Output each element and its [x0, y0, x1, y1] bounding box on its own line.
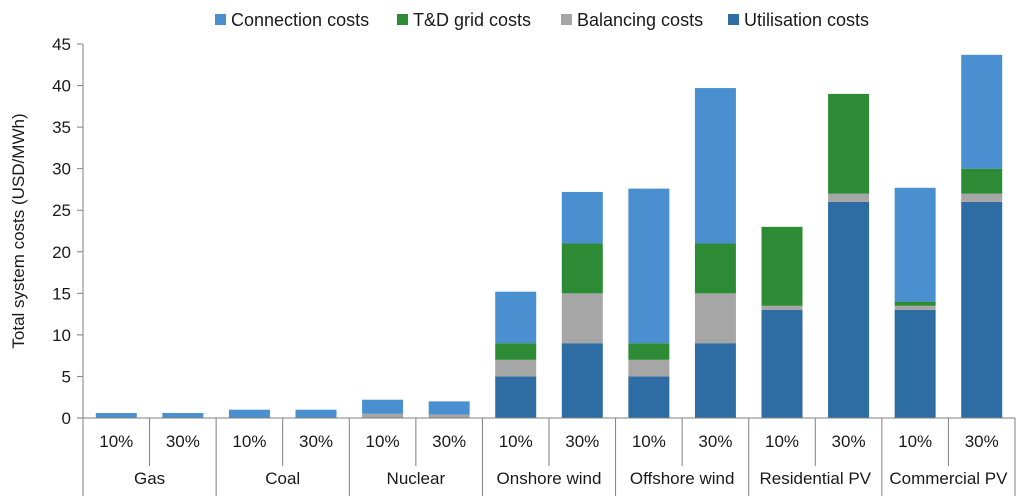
y-tick-label: 25: [52, 201, 71, 220]
bar-segment-connection-costs: [228, 409, 270, 418]
legend-swatch-connection-costs: [215, 14, 226, 25]
y-axis: 0 5 10 15 20 25 30 35 40 45: [52, 35, 84, 428]
bar-segment-connection-costs: [961, 54, 1003, 169]
legend-label-connection-costs: Connection costs: [231, 10, 369, 30]
bar-segment-t-d-grid-costs: [495, 343, 537, 360]
bar-segment-t-d-grid-costs: [761, 226, 803, 306]
bars: [95, 54, 1003, 418]
bar-segment-balancing-costs: [495, 359, 537, 377]
x-subcategory-label: 30%: [565, 432, 599, 451]
bar-segment-t-d-grid-costs: [628, 343, 670, 360]
x-subcategory-label: 30%: [166, 432, 200, 451]
y-tick-label: 45: [52, 35, 71, 54]
bar-segment-t-d-grid-costs: [694, 243, 736, 294]
y-tick-label: 40: [52, 77, 71, 96]
bar-segment-balancing-costs: [628, 359, 670, 377]
bar-segment-utilisation-costs: [961, 201, 1003, 418]
y-tick-label: 10: [52, 326, 71, 345]
x-subcategory-label: 10%: [632, 432, 666, 451]
x-group-label: Commercial PV: [889, 469, 1008, 488]
bar-segment-connection-costs: [628, 188, 670, 344]
x-subcategory-label: 30%: [299, 432, 333, 451]
bar-segment-utilisation-costs: [561, 343, 603, 418]
y-tick-label: 35: [52, 118, 71, 137]
bar-segment-balancing-costs: [894, 305, 936, 310]
x-group-label: Residential PV: [760, 469, 872, 488]
bar-segment-connection-costs: [362, 399, 404, 414]
x-subcategory-label: 30%: [698, 432, 732, 451]
x-group-label: Coal: [265, 469, 300, 488]
bar-segment-utilisation-costs: [894, 309, 936, 418]
legend-swatch-t-d-grid-costs: [397, 14, 408, 25]
y-tick-label: 30: [52, 160, 71, 179]
x-group-label: Gas: [134, 469, 165, 488]
y-tick-label: 0: [62, 409, 71, 428]
bar-segment-connection-costs: [894, 187, 936, 302]
bar-segment-t-d-grid-costs: [894, 301, 936, 306]
y-tick-label: 5: [62, 367, 71, 386]
x-group-label: Onshore wind: [497, 469, 602, 488]
bar-segment-connection-costs: [561, 191, 603, 244]
bar-segment-connection-costs: [162, 413, 204, 418]
x-subcategory-label: 10%: [499, 432, 533, 451]
bar-segment-utilisation-costs: [694, 343, 736, 418]
x-subcategory-label: 10%: [765, 432, 799, 451]
bar-segment-t-d-grid-costs: [561, 243, 603, 294]
bar-segment-connection-costs: [495, 291, 537, 344]
bar-segment-connection-costs: [295, 409, 337, 418]
bar-segment-connection-costs: [428, 401, 470, 415]
x-subcategory-label: 10%: [898, 432, 932, 451]
legend-label-t-d-grid-costs: T&D grid costs: [413, 10, 531, 30]
bar-segment-balancing-costs: [561, 293, 603, 344]
x-group-label: Offshore wind: [630, 469, 735, 488]
legend-label-utilisation-costs: Utilisation costs: [744, 10, 869, 30]
bar-segment-utilisation-costs: [495, 376, 537, 418]
x-subcategory-label: 30%: [965, 432, 999, 451]
y-tick-label: 15: [52, 284, 71, 303]
legend: Connection costs T&D grid costs Balancing …: [215, 10, 869, 30]
bar-segment-balancing-costs: [694, 293, 736, 344]
bar-segment-connection-costs: [95, 413, 137, 418]
y-tick-label: 20: [52, 243, 71, 262]
bar-segment-utilisation-costs: [628, 376, 670, 418]
bar-segment-balancing-costs: [428, 414, 470, 418]
bar-segment-balancing-costs: [828, 193, 870, 202]
legend-swatch-utilisation-costs: [728, 14, 739, 25]
x-subcategory-label: 10%: [366, 432, 400, 451]
bar-segment-t-d-grid-costs: [828, 93, 870, 194]
bar-segment-connection-costs: [694, 88, 736, 244]
x-group-label: Nuclear: [387, 469, 446, 488]
bar-segment-balancing-costs: [362, 413, 404, 418]
bar-segment-balancing-costs: [761, 305, 803, 310]
bar-segment-t-d-grid-costs: [961, 168, 1003, 194]
legend-label-balancing-costs: Balancing costs: [577, 10, 703, 30]
y-axis-label: Total system costs (USD/MWh): [9, 113, 28, 348]
x-subcategory-label: 10%: [99, 432, 133, 451]
x-subcategory-label: 30%: [832, 432, 866, 451]
bar-segment-utilisation-costs: [828, 201, 870, 418]
legend-swatch-balancing-costs: [561, 14, 572, 25]
bar-segment-utilisation-costs: [761, 309, 803, 418]
bar-segment-balancing-costs: [961, 193, 1003, 202]
x-subcategory-label: 30%: [432, 432, 466, 451]
x-subcategory-label: 10%: [232, 432, 266, 451]
